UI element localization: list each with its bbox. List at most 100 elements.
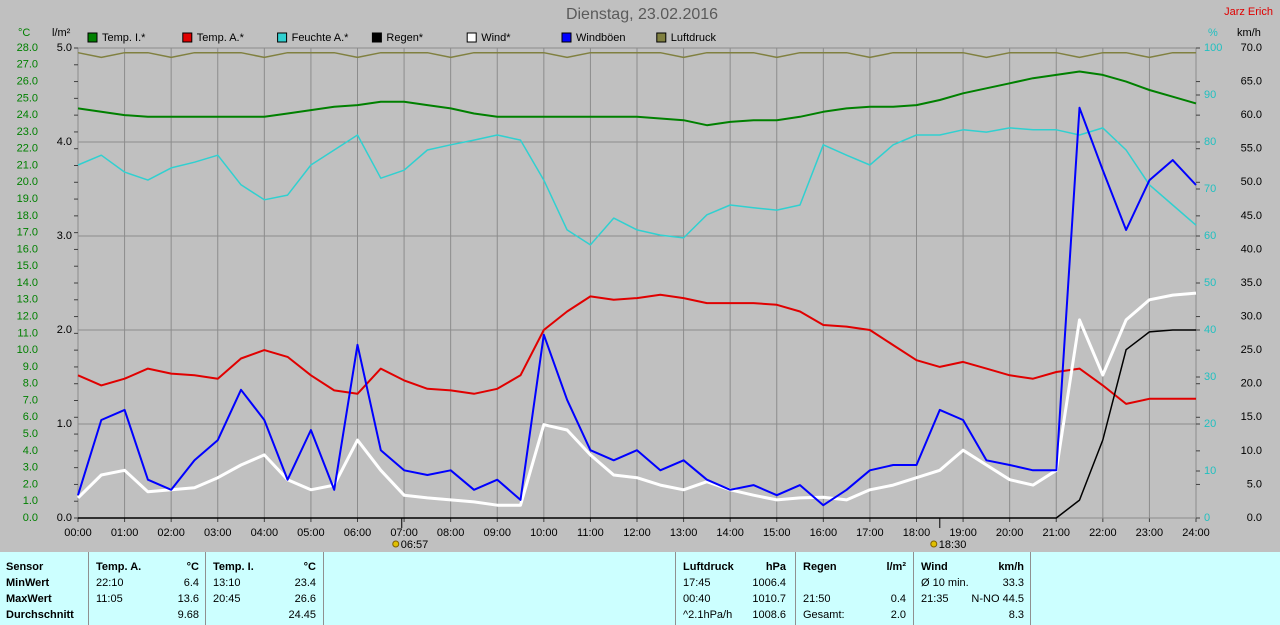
legend-swatch	[561, 32, 572, 43]
x-tick-label: 24:00	[1182, 527, 1210, 539]
x-tick-label: 18:00	[903, 527, 931, 539]
y-tick-label: 2.0	[23, 478, 38, 490]
x-tick-label: 08:00	[437, 527, 465, 539]
y4-tick-label: 40.0	[1241, 243, 1262, 255]
y4-axis-unit: km/h	[1237, 27, 1261, 39]
legend-label: Temp. I.*	[102, 32, 146, 44]
legend-label: Windböen	[576, 32, 626, 44]
x-tick-label: 10:00	[530, 527, 558, 539]
y4-tick-label: 45.0	[1241, 210, 1262, 222]
row-value: 26.6	[294, 593, 316, 605]
y4-tick-label: 0.0	[1247, 512, 1262, 524]
y3-tick-label: 20	[1204, 418, 1216, 430]
panel-unit: °C	[303, 561, 316, 573]
x-tick-label: 07:00	[390, 527, 418, 539]
series-line	[77, 51, 1196, 59]
y4-tick-label: 60.0	[1241, 109, 1262, 121]
y3-tick-label: 90	[1204, 89, 1216, 101]
y-tick-label: 3.0	[23, 462, 38, 474]
y2-tick-label: 1.0	[57, 418, 72, 430]
row-label: 00:40	[683, 593, 711, 605]
row-value: 23.4	[294, 577, 316, 589]
series-line	[77, 127, 1197, 246]
y-tick-label: 20.0	[17, 176, 38, 188]
row-label: 22:10	[96, 577, 124, 589]
x-tick-label: 03:00	[204, 527, 232, 539]
y-tick-label: 23.0	[17, 126, 38, 138]
series-line	[77, 293, 1196, 405]
x-tick-label: 12:00	[623, 527, 651, 539]
row-value: 33.3	[1002, 577, 1024, 589]
annotation-label: 06:57	[401, 539, 429, 551]
row-value: 13.6	[177, 593, 199, 605]
row-label: 21:35	[921, 593, 949, 605]
legend-swatch	[371, 32, 382, 43]
row-label: 17:45	[683, 577, 711, 589]
series-line	[78, 329, 1196, 519]
panel-header: Luftdruck	[683, 561, 734, 573]
y-tick-label: 19.0	[17, 193, 38, 205]
legend-label: Regen*	[386, 32, 423, 44]
y3-axis-unit: %	[1208, 27, 1218, 39]
y2-tick-label: 4.0	[57, 136, 72, 148]
stats-panel: Sensor MinWert MaxWert Durchschnitt Temp. A.…	[0, 552, 1280, 625]
panel-unit: °C	[186, 561, 199, 573]
legend-swatch	[277, 32, 288, 43]
y4-tick-label: 15.0	[1241, 411, 1262, 423]
row-value: 0.4	[890, 593, 906, 605]
x-tick-label: 01:00	[111, 527, 139, 539]
row-label: 11:05	[96, 593, 123, 605]
sensor-label: Durchschnitt	[6, 609, 74, 621]
y-tick-label: 9.0	[23, 361, 38, 373]
row-label: 13:10	[213, 577, 241, 589]
x-tick-label: 11:00	[577, 527, 604, 539]
y-tick-label: 10.0	[17, 344, 38, 356]
y4-tick-label: 70.0	[1241, 42, 1262, 54]
y-tick-label: 28.0	[17, 42, 38, 54]
y-tick-label: 7.0	[23, 394, 38, 406]
panel-header: Regen	[803, 561, 837, 573]
x-tick-label: 13:00	[670, 527, 698, 539]
x-tick-label: 06:00	[344, 527, 372, 539]
x-tick-label: 15:00	[763, 527, 791, 539]
panel-header: Temp. I.	[213, 561, 254, 573]
panel-unit: hPa	[765, 561, 786, 573]
row-label: Ø 10 min.	[921, 577, 969, 589]
legend-swatch	[656, 32, 667, 43]
y4-tick-label: 55.0	[1241, 143, 1262, 155]
y3-tick-label: 50	[1204, 277, 1216, 289]
legend-label: Feuchte A.*	[292, 32, 350, 44]
y-tick-label: 21.0	[17, 159, 38, 171]
y-tick-label: 11.0	[17, 327, 38, 339]
column-divider	[675, 552, 676, 625]
x-tick-label: 23:00	[1136, 527, 1164, 539]
x-tick-label: 20:00	[996, 527, 1024, 539]
y-tick-label: 4.0	[23, 445, 38, 457]
y-tick-label: 0.0	[23, 512, 38, 524]
x-tick-label: 02:00	[157, 527, 185, 539]
row-value: 1010.7	[752, 593, 786, 605]
row-value: 24.45	[288, 609, 316, 621]
row-value: 2.0	[890, 609, 906, 621]
y-tick-label: 12.0	[17, 310, 38, 322]
y2-tick-label: 2.0	[57, 324, 72, 336]
y-tick-label: 13.0	[17, 294, 38, 306]
y4-tick-label: 20.0	[1241, 378, 1262, 390]
x-tick-label: 19:00	[949, 527, 977, 539]
y-axis-unit: °C	[18, 27, 30, 39]
y-tick-label: 16.0	[17, 243, 38, 255]
y-tick-label: 6.0	[23, 411, 38, 423]
column-divider	[795, 552, 796, 625]
series-line	[77, 106, 1197, 507]
row-value: 1006.4	[752, 577, 786, 589]
legend-swatch	[182, 32, 193, 43]
x-tick-label: 05:00	[297, 527, 325, 539]
series-line	[77, 70, 1197, 127]
y3-tick-label: 70	[1204, 183, 1216, 195]
y3-tick-label: 40	[1204, 324, 1216, 336]
x-tick-label: 04:00	[251, 527, 279, 539]
y-tick-label: 25.0	[17, 92, 38, 104]
series-line	[76, 291, 1197, 507]
y3-tick-label: 100	[1204, 42, 1222, 54]
y4-tick-label: 50.0	[1241, 176, 1262, 188]
